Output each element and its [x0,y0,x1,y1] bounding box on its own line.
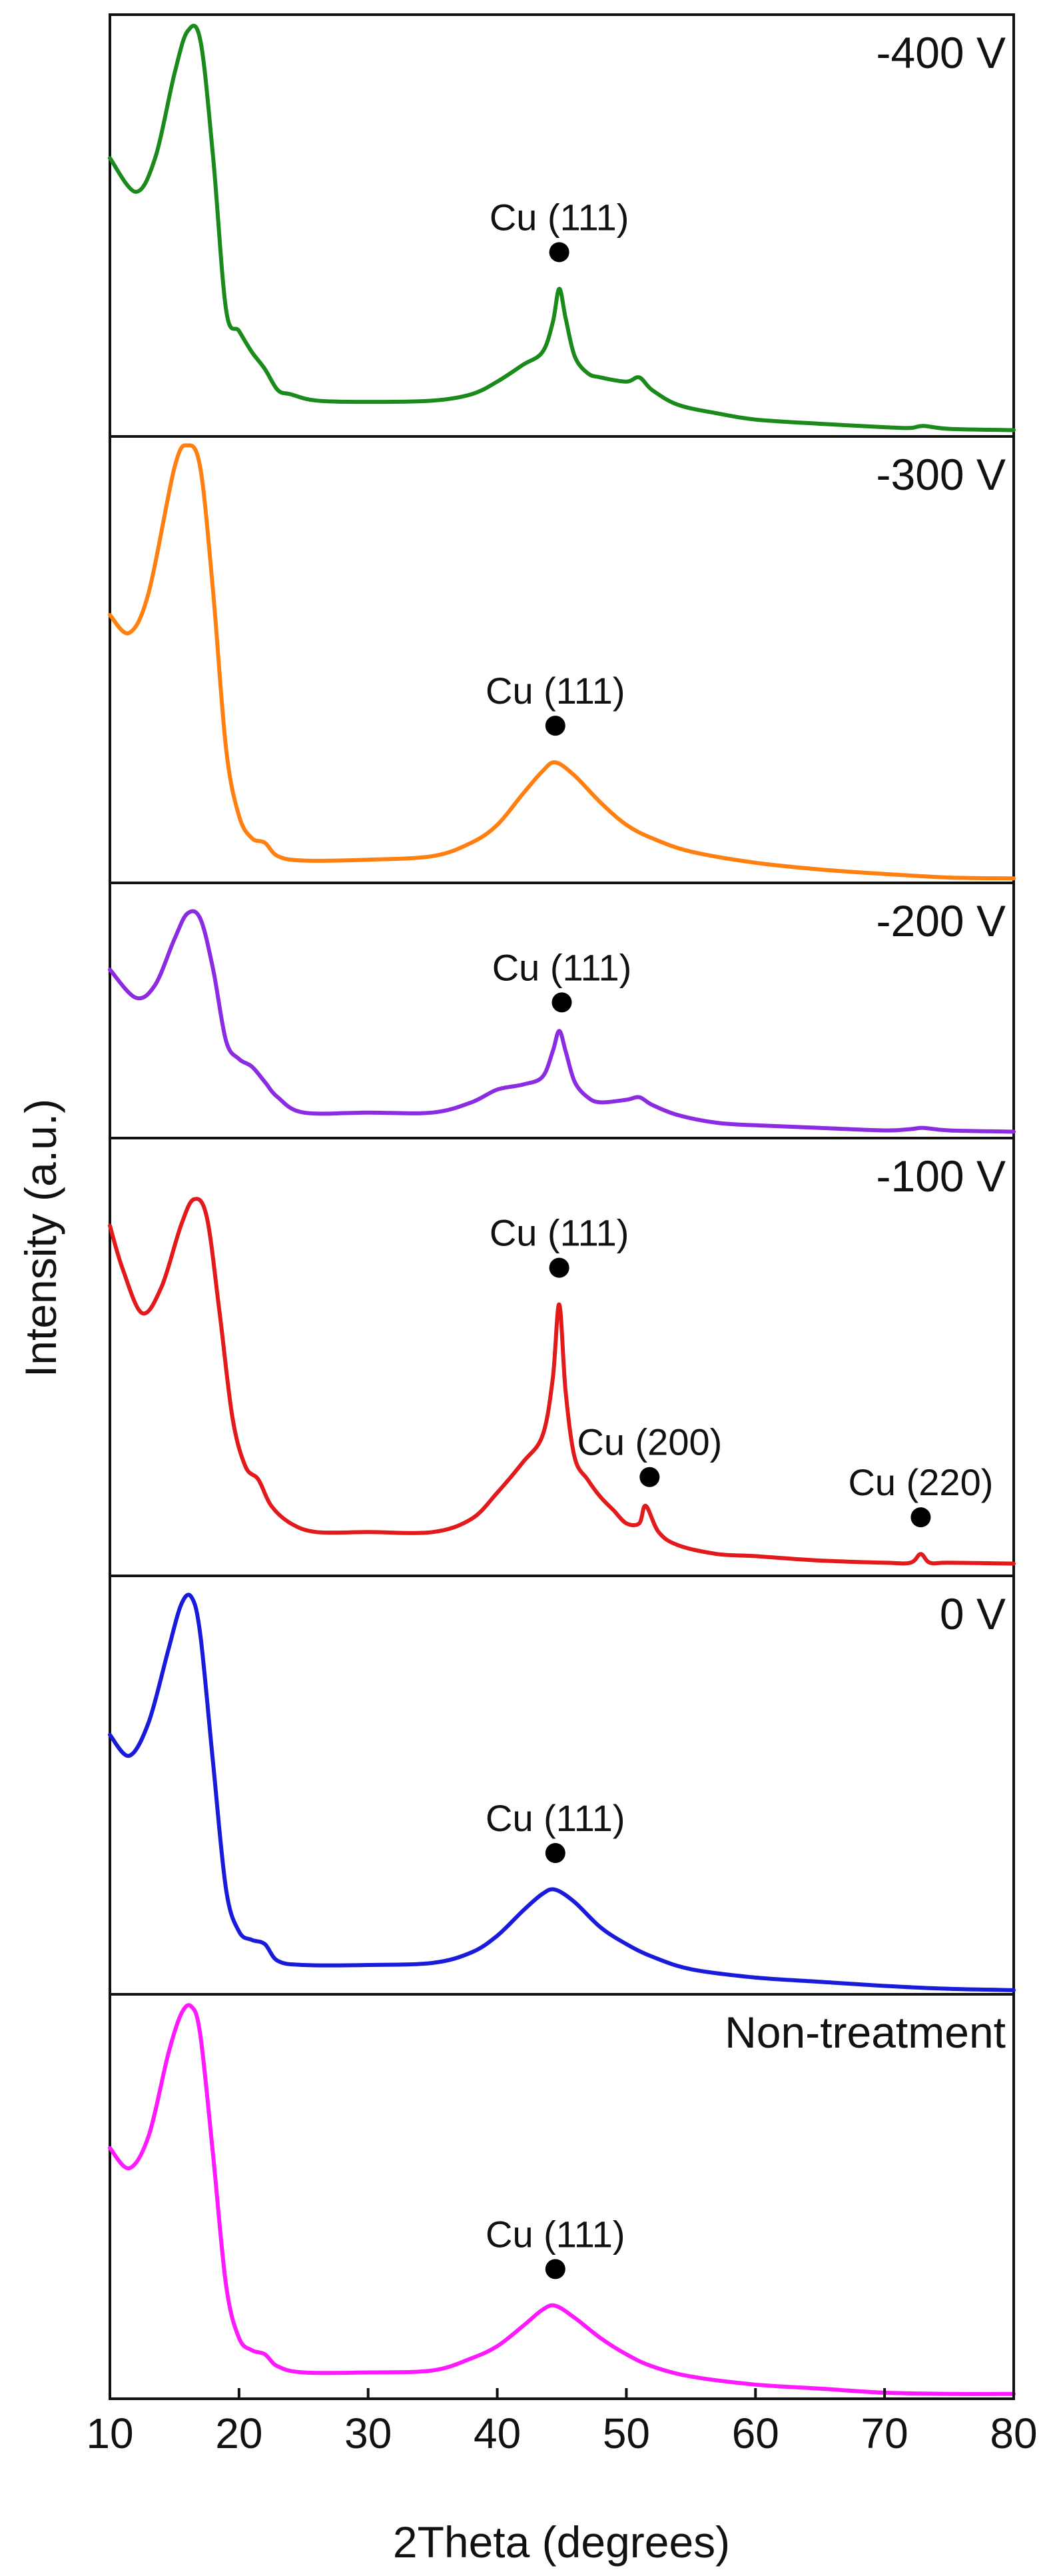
peak-marker-dot [549,242,569,263]
panel-frame [109,1575,1015,1996]
panel: -300 V Cu (111) [108,435,1016,884]
panel-label: -100 V [877,1151,1006,1201]
series-line [108,1593,1016,1992]
peak-marker-dot [545,2259,565,2279]
x-tick-label: 40 [474,2409,521,2457]
series-line [108,2003,1016,2396]
peak-marker-dot [639,1467,660,1487]
panel-frame [109,435,1015,884]
panel: -200 V Cu (111) [108,882,1016,1139]
x-tick-label: 20 [215,2409,262,2457]
panel-label: -200 V [877,896,1006,946]
x-tick-label: 70 [861,2409,908,2457]
x-tick-label: 80 [990,2409,1037,2457]
peak-label: Cu (200) [577,1421,722,1463]
peak-marker-dot [551,992,572,1013]
peak-marker-dot [549,1257,569,1278]
peak-label: Cu (111) [486,2213,625,2255]
panel-label: -400 V [877,28,1006,77]
peak-label: Cu (111) [492,946,632,988]
peak-marker-dot [910,1507,931,1528]
peak-label: Cu (111) [490,1212,629,1254]
peak-label: Cu (111) [490,196,629,238]
series-line [108,443,1016,881]
panel: -400 V Cu (111) [108,13,1016,438]
peak-label: Cu (220) [848,1461,993,1503]
x-tick-label: 30 [344,2409,392,2457]
y-axis-title: Intensity (a.u.) [16,1099,65,1377]
peak-label: Cu (111) [486,1797,625,1839]
x-tick-label: 60 [732,2409,779,2457]
x-tick-label: 50 [603,2409,650,2457]
x-axis-ticks: 10 20 30 40 50 60 70 80 [86,2388,1038,2457]
x-axis-title: 2Theta (degrees) [393,2517,730,2567]
x-tick-label: 10 [86,2409,133,2457]
panel-label: Non-treatment [725,2008,1006,2057]
peak-label: Cu (111) [486,670,625,712]
series-line [108,23,1016,432]
panel: -100 V Cu (111) Cu (200) Cu (220) [108,1137,1016,1577]
panel-label: 0 V [940,1589,1006,1638]
peak-marker-dot [545,716,565,736]
series-line [108,909,1016,1134]
panel: Non-treatment Cu (111) [108,1993,1016,2400]
panel-frame [109,1993,1015,2400]
series-line [108,1197,1016,1566]
peak-marker-dot [545,1843,565,1863]
panel: 0 V Cu (111) [108,1575,1016,1996]
panels-group: -400 V Cu (111) -300 V Cu (111) -200 V Cu (11… [108,13,1016,2400]
panel-label: -300 V [877,450,1006,499]
